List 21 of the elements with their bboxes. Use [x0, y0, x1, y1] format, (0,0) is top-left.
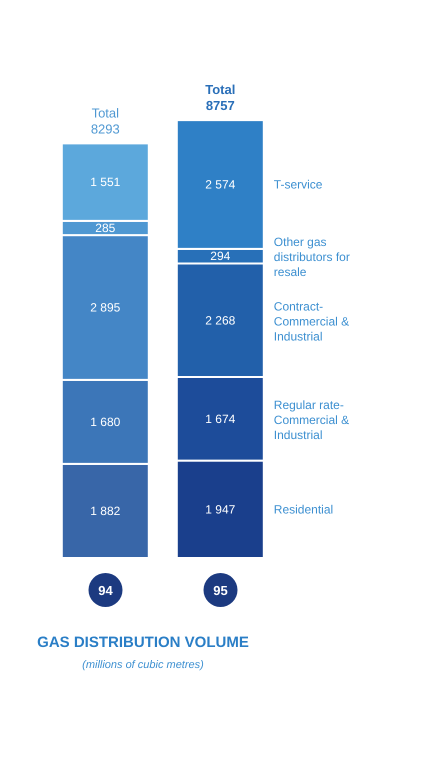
- series-label: Regular rate-Commercial & Industrial: [274, 398, 350, 442]
- x-tick-label: 95: [213, 583, 228, 598]
- data-label: 2 268: [205, 313, 236, 328]
- total-label: Total 8293: [90, 105, 120, 136]
- series-label: Contract-Commercial & Industrial: [274, 299, 350, 344]
- data-label: 1 680: [90, 414, 121, 429]
- data-label: 2 895: [90, 300, 121, 315]
- x-tick-label: 94: [98, 583, 114, 598]
- text: (millions of cubic metres): [81, 659, 205, 671]
- data-label: 1 674: [205, 412, 236, 426]
- series-label: T-service: [274, 178, 323, 192]
- data-label: 1 947: [205, 502, 236, 516]
- data-label: 1 882: [90, 504, 121, 518]
- data-label: 1 551: [90, 175, 121, 190]
- series-label: Residential: [274, 502, 334, 516]
- series-label: Other gas distributors for resale: [274, 235, 350, 280]
- text: GAS DISTRIBUTION VOLUME: [36, 634, 250, 651]
- total-label: Total 8757: [205, 82, 236, 114]
- data-label: 294: [210, 249, 231, 264]
- data-label: 2 574: [205, 178, 236, 192]
- data-label: 285: [95, 221, 116, 236]
